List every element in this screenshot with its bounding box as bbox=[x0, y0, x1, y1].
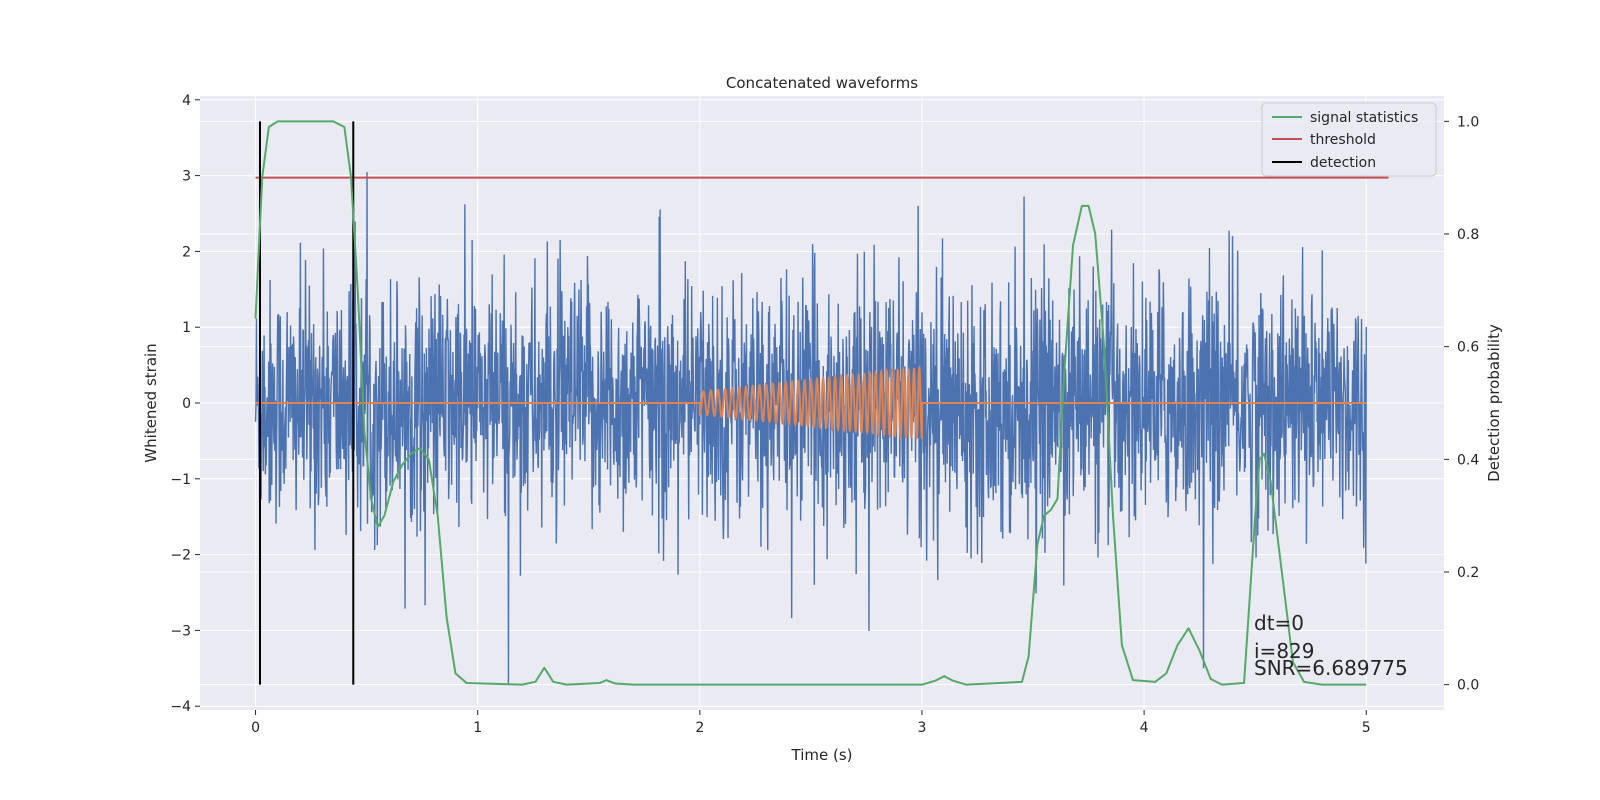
legend: signal statistics threshold detection bbox=[1261, 102, 1437, 177]
y-tick-label: 4 bbox=[182, 93, 191, 109]
annotation-index: i=829 bbox=[1254, 639, 1315, 663]
chart-title: Concatenated waveforms bbox=[726, 74, 918, 92]
y-tick-label: 3 bbox=[182, 169, 191, 185]
y2-tick-label: 0.2 bbox=[1457, 565, 1479, 581]
x-tick-label: 0 bbox=[251, 720, 260, 736]
y-tick-label: 0 bbox=[182, 396, 191, 412]
x-axis-label: Time (s) bbox=[791, 746, 853, 764]
legend-label-detection: detection bbox=[1310, 155, 1376, 171]
series-layer bbox=[254, 120, 1389, 686]
x-tick-label: 2 bbox=[695, 720, 704, 736]
signal-statistics-line bbox=[254, 120, 1367, 686]
injected-chirp-line bbox=[255, 364, 1367, 441]
y-axis-label: Whitened strain bbox=[142, 343, 160, 462]
annotation-dt: dt=0 bbox=[1254, 611, 1304, 635]
axes: 0 1 2 3 4 5 −4 −3 −2 −1 0 1 2 3 4 0.0 0.2 0.4 0.6 0.8 1.0 bbox=[170, 93, 1479, 736]
annotation-block: dt=0 i=829 SNR=6.689775 bbox=[1254, 611, 1408, 680]
y2-tick-label: 0.6 bbox=[1457, 340, 1479, 356]
x-tick-label: 3 bbox=[918, 720, 927, 736]
legend-label-signal-statistics: signal statistics bbox=[1310, 110, 1418, 126]
y-tick-label: 1 bbox=[182, 320, 191, 336]
y2-tick-label: 0.8 bbox=[1457, 227, 1479, 243]
y2-tick-label: 0.4 bbox=[1457, 452, 1479, 468]
x-tick-label: 5 bbox=[1362, 720, 1371, 736]
annotation-snr: SNR=6.689775 bbox=[1254, 656, 1408, 680]
y-tick-label: −2 bbox=[170, 548, 191, 564]
y-tick-label: −4 bbox=[170, 699, 191, 715]
y2-tick-label: 1.0 bbox=[1457, 114, 1479, 130]
y2-tick-label: 0.0 bbox=[1457, 678, 1479, 694]
x-tick-label: 1 bbox=[473, 720, 482, 736]
y-tick-label: −3 bbox=[170, 623, 191, 639]
y2-axis-label: Detection probability bbox=[1485, 324, 1503, 482]
y-tick-label: 2 bbox=[182, 244, 191, 260]
x-tick-label: 4 bbox=[1140, 720, 1149, 736]
legend-frame bbox=[1261, 102, 1437, 177]
legend-label-threshold: threshold bbox=[1310, 132, 1376, 148]
y-tick-label: −1 bbox=[170, 472, 191, 488]
